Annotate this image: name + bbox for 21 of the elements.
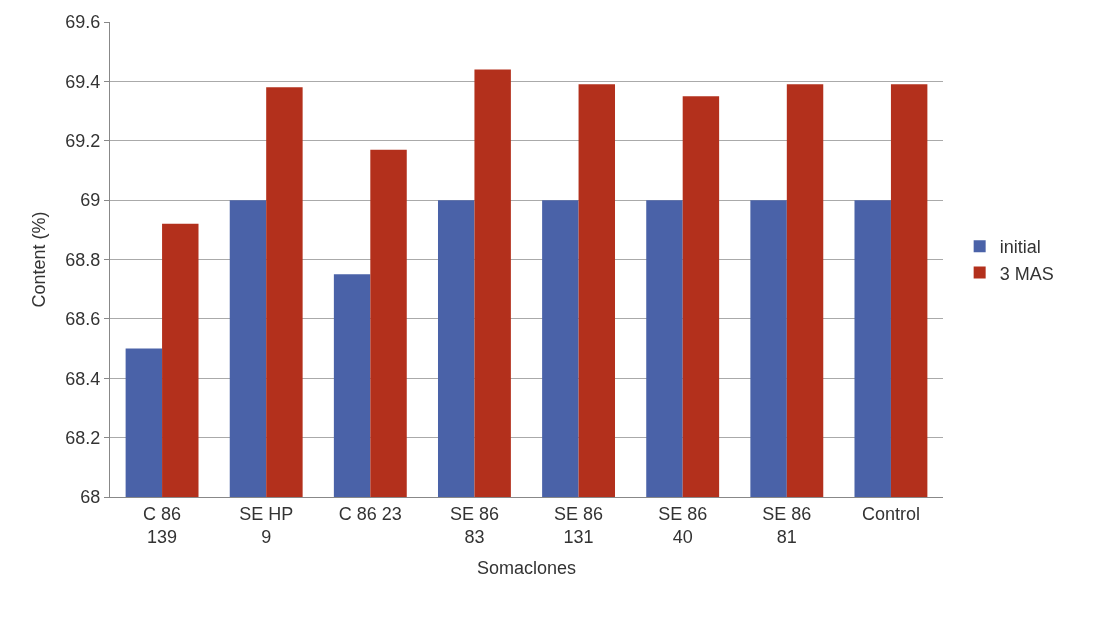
x-tick-label: C 86 139 [143,503,182,547]
y-tick-label: 69 [80,190,101,211]
x-tick-label: SE 86 40 [658,503,708,547]
x-tick-label: SE 86 81 [762,503,812,547]
x-tick-label: SE 86 131 [554,503,604,547]
x-tick-label: SE HP 9 [239,503,294,547]
y-tick-label: 68 [80,487,101,508]
y-tick-label: 69.6 [65,12,101,33]
x-tick-label: C 86 23 [338,503,402,524]
legend-label: initial [999,237,1041,258]
y-axis-title: Content (%) [28,211,49,308]
x-tick-label: Control [861,503,920,524]
y-tick-label: 68.8 [65,249,101,270]
y-tick-label: 69.2 [65,131,101,152]
y-tick-label: 68.6 [65,309,101,330]
x-axis-title: Somaclones [476,558,577,579]
x-tick-label: SE 86 83 [449,503,499,547]
y-tick-label: 69.4 [65,71,101,92]
y-tick-label: 68.4 [65,368,101,389]
y-tick-label: 68.2 [65,427,101,448]
legend-label: 3 MAS [999,263,1054,284]
